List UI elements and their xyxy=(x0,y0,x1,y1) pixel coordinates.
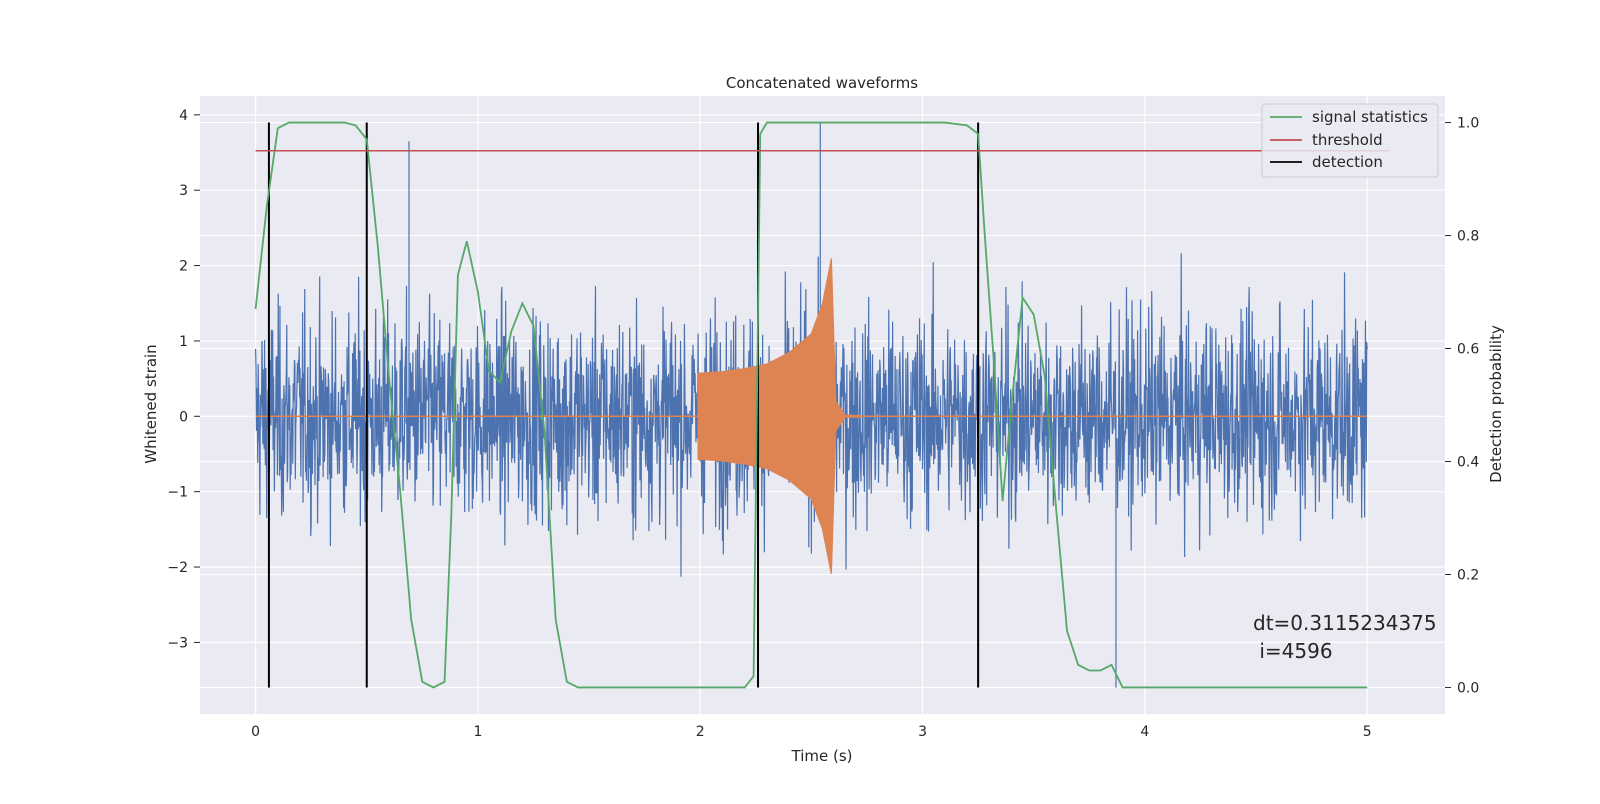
y-axis-label: Whitened strain xyxy=(142,344,160,463)
x-tick-label: 5 xyxy=(1363,724,1372,740)
detection-layer xyxy=(267,122,980,688)
y-tick-label: 1 xyxy=(179,334,188,350)
data-layer xyxy=(254,121,1390,689)
y2-tick-label: 0.0 xyxy=(1457,680,1479,696)
tick-layer: 0 1 2 3 4 5 −3 −2 −1 0 1 2 3 4 0.0 0.2 0.4 0.6 0.8 1.0 xyxy=(167,108,1479,740)
x-tick-label: 4 xyxy=(1140,724,1149,740)
legend-label-signal-statistics: signal statistics xyxy=(1312,108,1428,126)
y2-axis-label: Detection probability xyxy=(1487,325,1505,483)
x-tick-label: 3 xyxy=(918,724,927,740)
x-tick-label: 0 xyxy=(251,724,260,740)
x-axis-label: Time (s) xyxy=(791,747,853,765)
annotation-index: i=4596 xyxy=(1253,639,1333,663)
y-tick-label: −1 xyxy=(167,485,188,501)
chart-title: Concatenated waveforms xyxy=(726,74,918,92)
legend: signal statistics threshold detection xyxy=(1261,103,1439,178)
y-tick-label: 2 xyxy=(179,259,188,275)
legend-label-threshold: threshold xyxy=(1312,131,1383,149)
y-tick-label: −2 xyxy=(167,560,188,576)
x-tick-label: 2 xyxy=(696,724,705,740)
y-tick-label: 4 xyxy=(179,108,188,124)
y2-tick-label: 0.6 xyxy=(1457,342,1479,358)
y2-tick-label: 1.0 xyxy=(1457,116,1479,132)
y-tick-label: 3 xyxy=(179,183,188,199)
annotation-dt: dt=0.3115234375 xyxy=(1253,611,1437,635)
legend-label-detection: detection xyxy=(1312,153,1383,171)
y2-tick-label: 0.4 xyxy=(1457,454,1479,470)
legend-box xyxy=(1261,103,1439,178)
y2-tick-label: 0.8 xyxy=(1457,229,1479,245)
x-tick-label: 1 xyxy=(473,724,482,740)
series-template-line xyxy=(697,258,861,575)
y2-tick-label: 0.2 xyxy=(1457,567,1479,583)
y-tick-label: 0 xyxy=(179,409,188,425)
series-strain-line xyxy=(254,122,1368,688)
series-signal-statistics-line xyxy=(254,121,1368,689)
y-tick-label: −3 xyxy=(167,635,188,651)
